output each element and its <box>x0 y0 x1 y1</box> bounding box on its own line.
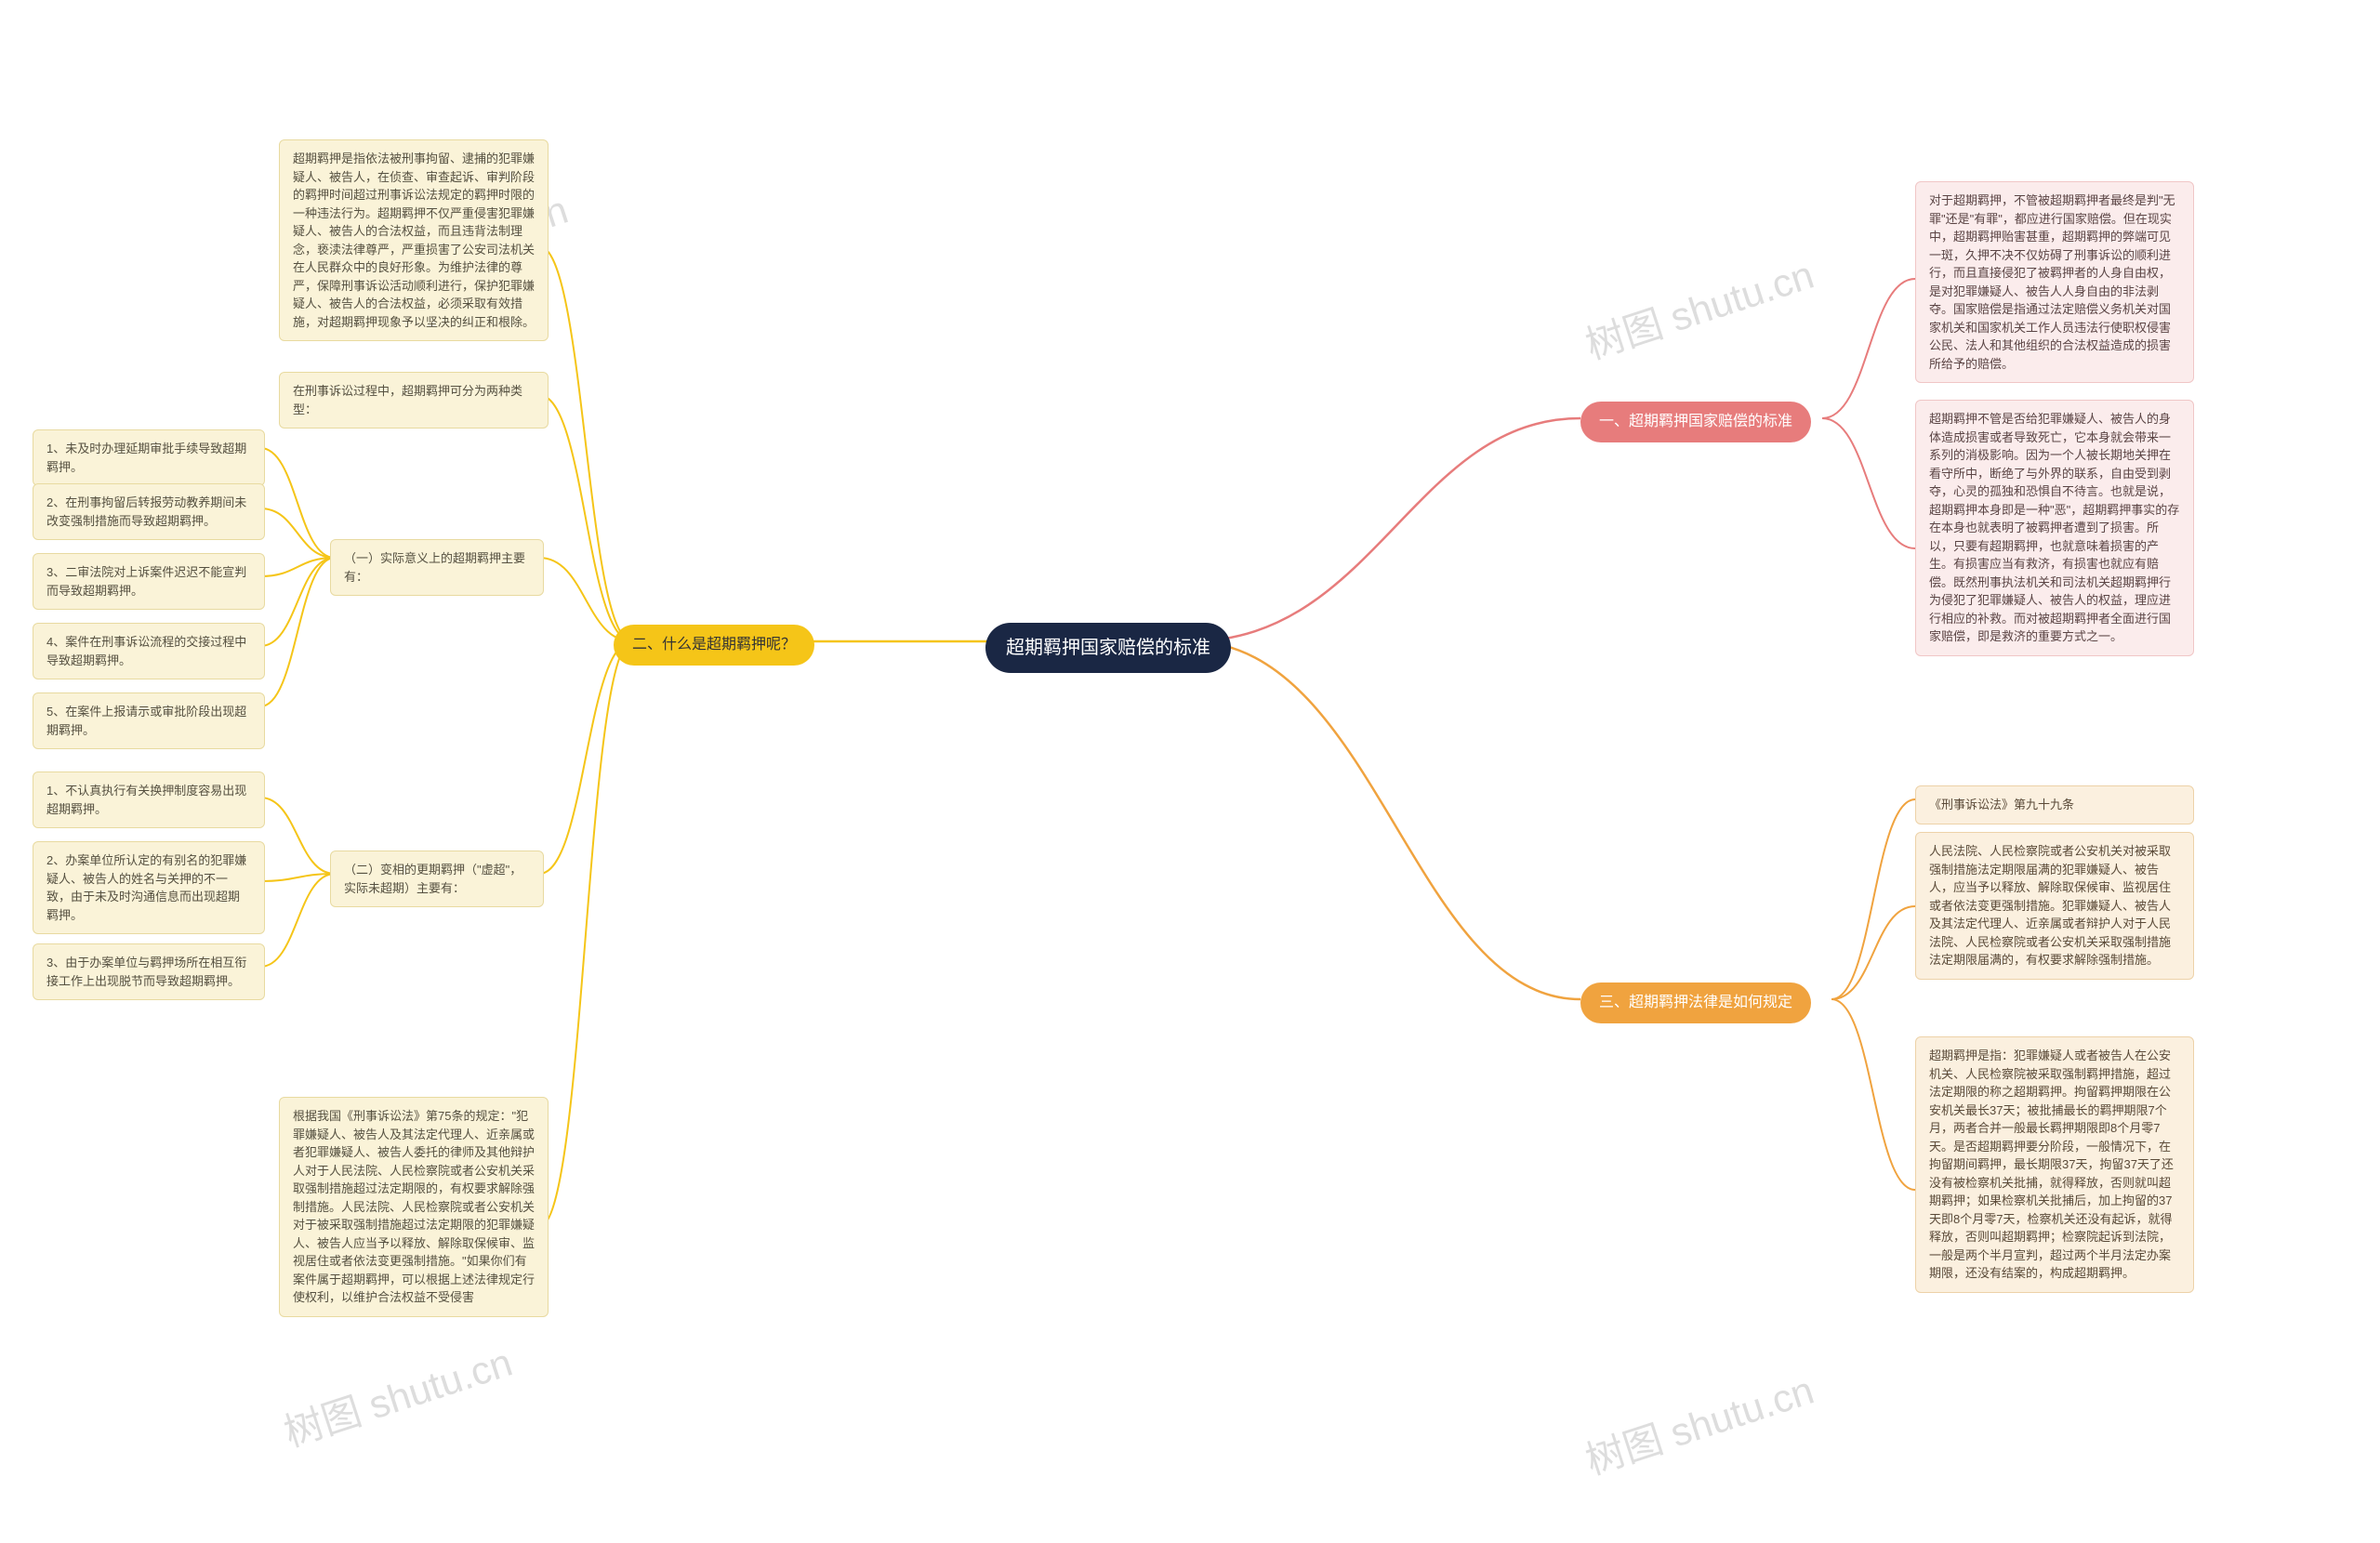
branch-2[interactable]: 二、什么是超期羁押呢？ <box>614 625 814 666</box>
branch-3-leaf-2: 人民法院、人民检察院或者公安机关对被采取强制措施法定期限届满的犯罪嫌疑人、被告人… <box>1915 832 2194 980</box>
branch-1[interactable]: 一、超期羁押国家赔偿的标准 <box>1580 402 1811 442</box>
branch-2-sub-b-item-1: 1、不认真执行有关换押制度容易出现超期羁押。 <box>33 772 265 828</box>
branch-2-top-leaf-2: 在刑事诉讼过程中，超期羁押可分为两种类型： <box>279 372 549 429</box>
branch-1-leaf-2: 超期羁押不管是否给犯罪嫌疑人、被告人的身体造成损害或者导致死亡，它本身就会带来一… <box>1915 400 2194 656</box>
branch-2-sub-a-item-3: 3、二审法院对上诉案件迟迟不能宣判而导致超期羁押。 <box>33 553 265 610</box>
branch-2-sub-b-item-2: 2、办案单位所认定的有别名的犯罪嫌疑人、被告人的姓名与关押的不一致，由于未及时沟… <box>33 841 265 934</box>
branch-2-bottom-leaf: 根据我国《刑事诉讼法》第75条的规定："犯罪嫌疑人、被告人及其法定代理人、近亲属… <box>279 1097 549 1317</box>
branch-3-leaf-1: 《刑事诉讼法》第九十九条 <box>1915 785 2194 824</box>
branch-3[interactable]: 三、超期羁押法律是如何规定 <box>1580 983 1811 1023</box>
branch-2-sub-a-item-4: 4、案件在刑事诉讼流程的交接过程中导致超期羁押。 <box>33 623 265 679</box>
watermark: 树图 shutu.cn <box>1578 1359 1820 1486</box>
branch-2-sub-b[interactable]: （二）变相的更期羁押（"虚超"，实际未超期）主要有： <box>330 851 544 907</box>
root-node[interactable]: 超期羁押国家赔偿的标准 <box>985 623 1231 673</box>
branch-2-sub-b-item-3: 3、由于办案单位与羁押场所在相互衔接工作上出现脱节而导致超期羁押。 <box>33 943 265 1000</box>
branch-3-leaf-3: 超期羁押是指：犯罪嫌疑人或者被告人在公安机关、人民检察院被采取强制羁押措施，超过… <box>1915 1036 2194 1293</box>
branch-2-sub-a[interactable]: （一）实际意义上的超期羁押主要有： <box>330 539 544 596</box>
branch-2-sub-a-item-2: 2、在刑事拘留后转报劳动教养期间未改变强制措施而导致超期羁押。 <box>33 483 265 540</box>
branch-1-leaf-1: 对于超期羁押，不管被超期羁押者最终是判"无罪"还是"有罪"，都应进行国家赔偿。但… <box>1915 181 2194 383</box>
branch-2-top-leaf-1: 超期羁押是指依法被刑事拘留、逮捕的犯罪嫌疑人、被告人，在侦查、审查起诉、审判阶段… <box>279 139 549 341</box>
watermark: 树图 shutu.cn <box>1578 244 1820 371</box>
branch-2-sub-a-item-5: 5、在案件上报请示或审批阶段出现超期羁押。 <box>33 692 265 749</box>
branch-2-sub-a-item-1: 1、未及时办理延期审批手续导致超期羁押。 <box>33 429 265 486</box>
watermark: 树图 shutu.cn <box>276 1331 519 1458</box>
